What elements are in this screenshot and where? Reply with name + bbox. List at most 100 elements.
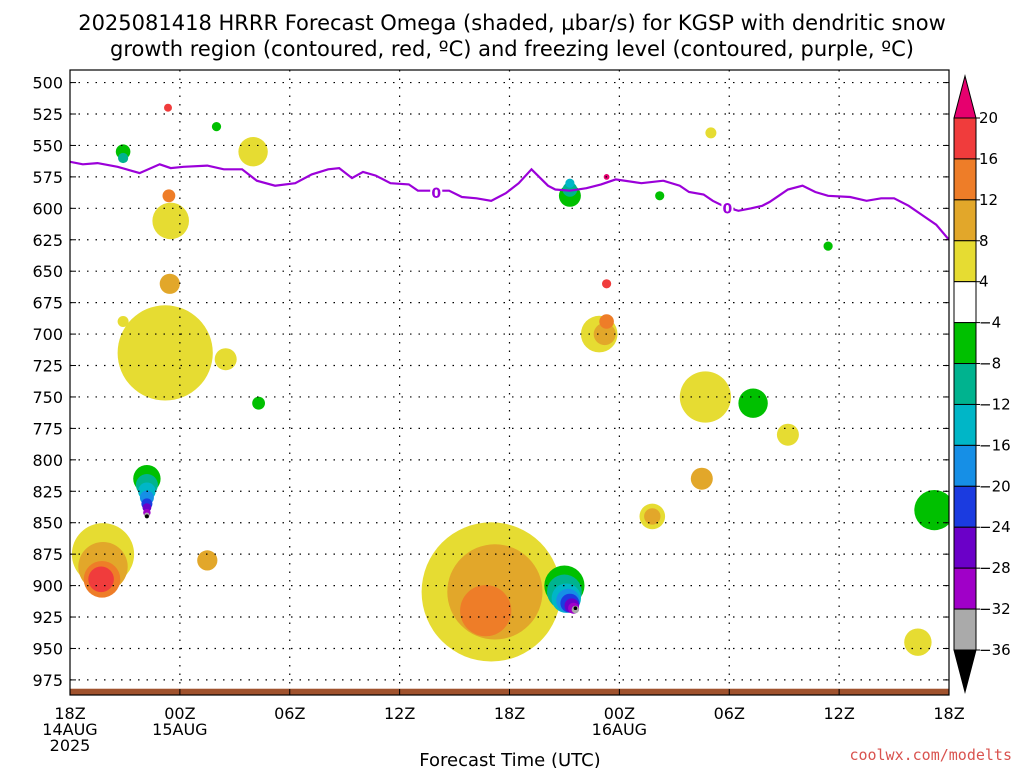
colorbar-segment xyxy=(953,485,977,528)
omega-region-28 xyxy=(460,585,512,637)
colorbar-segment xyxy=(953,117,977,160)
omega-region-16 xyxy=(144,514,149,519)
colorbar-label: 12 xyxy=(979,191,998,209)
y-tick-label: 900 xyxy=(32,577,63,596)
x-tick-label: 15AUG xyxy=(152,720,207,739)
y-tick-label: 500 xyxy=(32,74,63,93)
x-tick-label: 14AUG xyxy=(42,720,97,739)
omega-region-20 xyxy=(164,103,172,112)
omega-region-43 xyxy=(599,314,614,329)
colorbar-segment xyxy=(953,444,977,487)
omega-region-53 xyxy=(776,423,799,446)
credit-text: coolwx.com/modelts xyxy=(849,746,1012,764)
x-tick-label: 16AUG xyxy=(592,720,647,739)
freezing-level-contour: 00 xyxy=(70,160,949,241)
y-axis: 500 525 550 575 600 625 650 675 700 725 750 775 800 8… xyxy=(32,74,949,690)
x-tick-label: 06Z xyxy=(274,704,305,723)
y-tick-label: 675 xyxy=(32,294,63,313)
freezing-label-bg xyxy=(721,200,734,217)
y-tick-label: 650 xyxy=(32,262,63,281)
y-tick-label: 625 xyxy=(32,231,63,250)
x-tick-label: 18Z xyxy=(933,704,964,723)
colorbar-label: −16 xyxy=(979,436,1011,454)
chart-title-line2: growth region (contoured, red, ºC) and f… xyxy=(110,37,914,61)
colorbar-segment xyxy=(953,526,977,569)
colorbar-label: −8 xyxy=(979,355,1001,373)
omega-region-23 xyxy=(252,396,265,410)
omega-region-4 xyxy=(117,316,129,327)
omega-region-37 xyxy=(573,606,578,610)
omega-region-22 xyxy=(214,348,237,371)
omega-region-48 xyxy=(655,191,665,201)
x-tick-label: 06Z xyxy=(714,704,745,723)
omega-shading xyxy=(71,103,949,662)
y-tick-label: 525 xyxy=(32,105,63,124)
y-tick-label: 600 xyxy=(32,199,63,218)
plot-area: 00 5005255505756006256506757007257507758… xyxy=(32,69,965,755)
omega-region-25 xyxy=(211,122,222,132)
colorbar-label: −12 xyxy=(979,395,1011,413)
y-tick-label: 850 xyxy=(32,514,63,533)
y-tick-label: 975 xyxy=(32,671,63,690)
colorbar-label: 4 xyxy=(979,273,989,291)
colorbar-segment xyxy=(953,240,977,283)
colorbar-label: −4 xyxy=(979,314,1001,332)
omega-region-3 xyxy=(88,566,114,593)
x-tick-label: 00Z xyxy=(604,704,635,723)
y-tick-label: 875 xyxy=(32,545,63,564)
colorbar-label: −28 xyxy=(979,559,1011,577)
y-tick-label: 550 xyxy=(32,136,63,155)
chart-title-line1: 2025081418 HRRR Forecast Omega (shaded, … xyxy=(78,11,946,35)
omega-region-17 xyxy=(152,202,189,240)
omega-region-55 xyxy=(904,628,932,656)
colorbar-label: 20 xyxy=(979,109,998,127)
y-tick-label: 575 xyxy=(32,168,63,187)
freezing-label-bg xyxy=(430,185,443,202)
colorbar-label: 16 xyxy=(979,150,998,168)
colorbar-bottom-triangle xyxy=(953,649,977,694)
omega-region-44 xyxy=(602,279,612,289)
colorbar-label: −36 xyxy=(979,641,1011,659)
y-tick-label: 825 xyxy=(32,482,63,501)
y-tick-label: 925 xyxy=(32,608,63,627)
x-tick-label: 18Z xyxy=(54,704,85,723)
omega-region-40 xyxy=(565,178,575,188)
colorbar-top-triangle xyxy=(953,74,977,119)
colorbar-segment xyxy=(953,608,977,651)
colorbar-segment xyxy=(953,363,977,405)
colorbar: 20 16 12 8 4 −4 −8 −12 −16 −20 −24 −28 −32 −36 xyxy=(953,74,1011,694)
colorbar-segment xyxy=(953,403,977,446)
y-tick-label: 950 xyxy=(32,639,63,658)
omega-region-51 xyxy=(705,127,717,139)
x-tick-label: 00Z xyxy=(164,704,195,723)
colorbar-label: 8 xyxy=(979,232,989,250)
omega-region-54 xyxy=(823,241,833,251)
omega-region-18 xyxy=(159,273,180,294)
colorbar-label: −24 xyxy=(979,518,1011,536)
omega-region-42 xyxy=(593,323,616,346)
x-tick-label: 2025 xyxy=(50,736,91,755)
colorbar-segment xyxy=(953,281,977,324)
y-tick-label: 700 xyxy=(32,325,63,344)
y-tick-label: 800 xyxy=(32,451,63,470)
omega-region-7 xyxy=(117,305,213,401)
freezing-level-label-1: 0 xyxy=(723,201,733,217)
omega-region-24 xyxy=(238,137,268,167)
omega-region-49 xyxy=(679,371,732,423)
colorbar-label: −20 xyxy=(979,477,1011,495)
x-axis-label: Forecast Time (UTC) xyxy=(419,750,600,768)
omega-region-52 xyxy=(738,388,768,418)
y-tick-label: 775 xyxy=(32,419,63,438)
freezing-level-line xyxy=(70,160,949,241)
colorbar-segment xyxy=(953,567,977,610)
omega-region-47 xyxy=(644,508,661,525)
x-tick-label: 12Z xyxy=(823,704,854,723)
x-tick-label: 18Z xyxy=(494,704,525,723)
colorbar-segment xyxy=(953,322,977,365)
omega-region-21 xyxy=(197,550,218,571)
colorbar-segment xyxy=(953,158,977,201)
x-tick-label: 12Z xyxy=(384,704,415,723)
omega-region-6 xyxy=(118,152,129,164)
